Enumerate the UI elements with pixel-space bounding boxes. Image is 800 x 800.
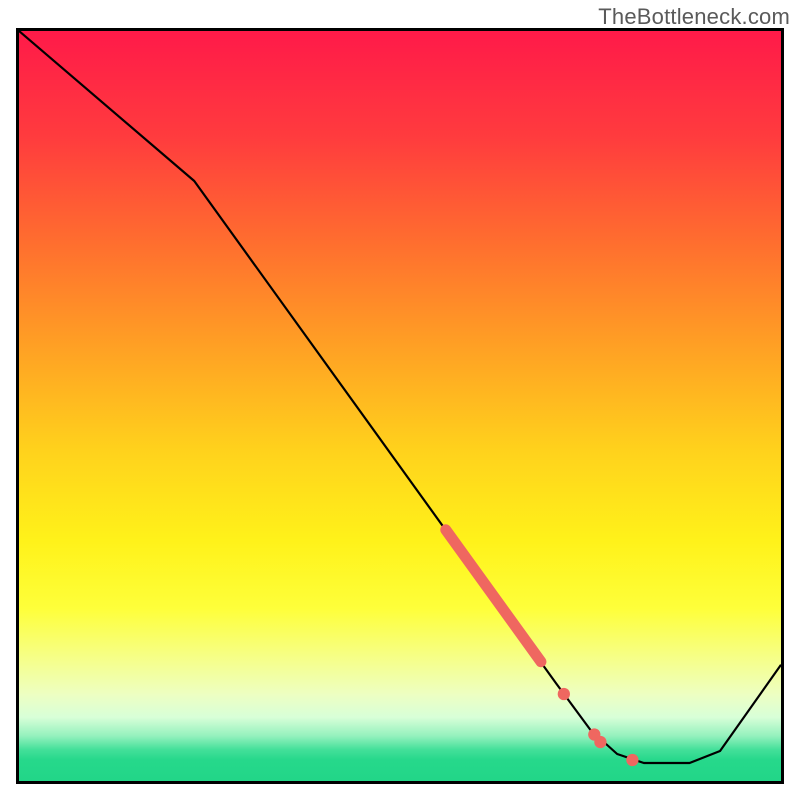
marker-dot: [626, 754, 638, 766]
plot-frame: [16, 28, 784, 784]
marker-dot: [558, 688, 570, 700]
watermark-label: TheBottleneck.com: [598, 4, 790, 30]
plot-svg: [19, 31, 781, 781]
marker-dot: [594, 736, 606, 748]
gradient-background: [19, 31, 781, 781]
chart-container: TheBottleneck.com: [0, 0, 800, 800]
